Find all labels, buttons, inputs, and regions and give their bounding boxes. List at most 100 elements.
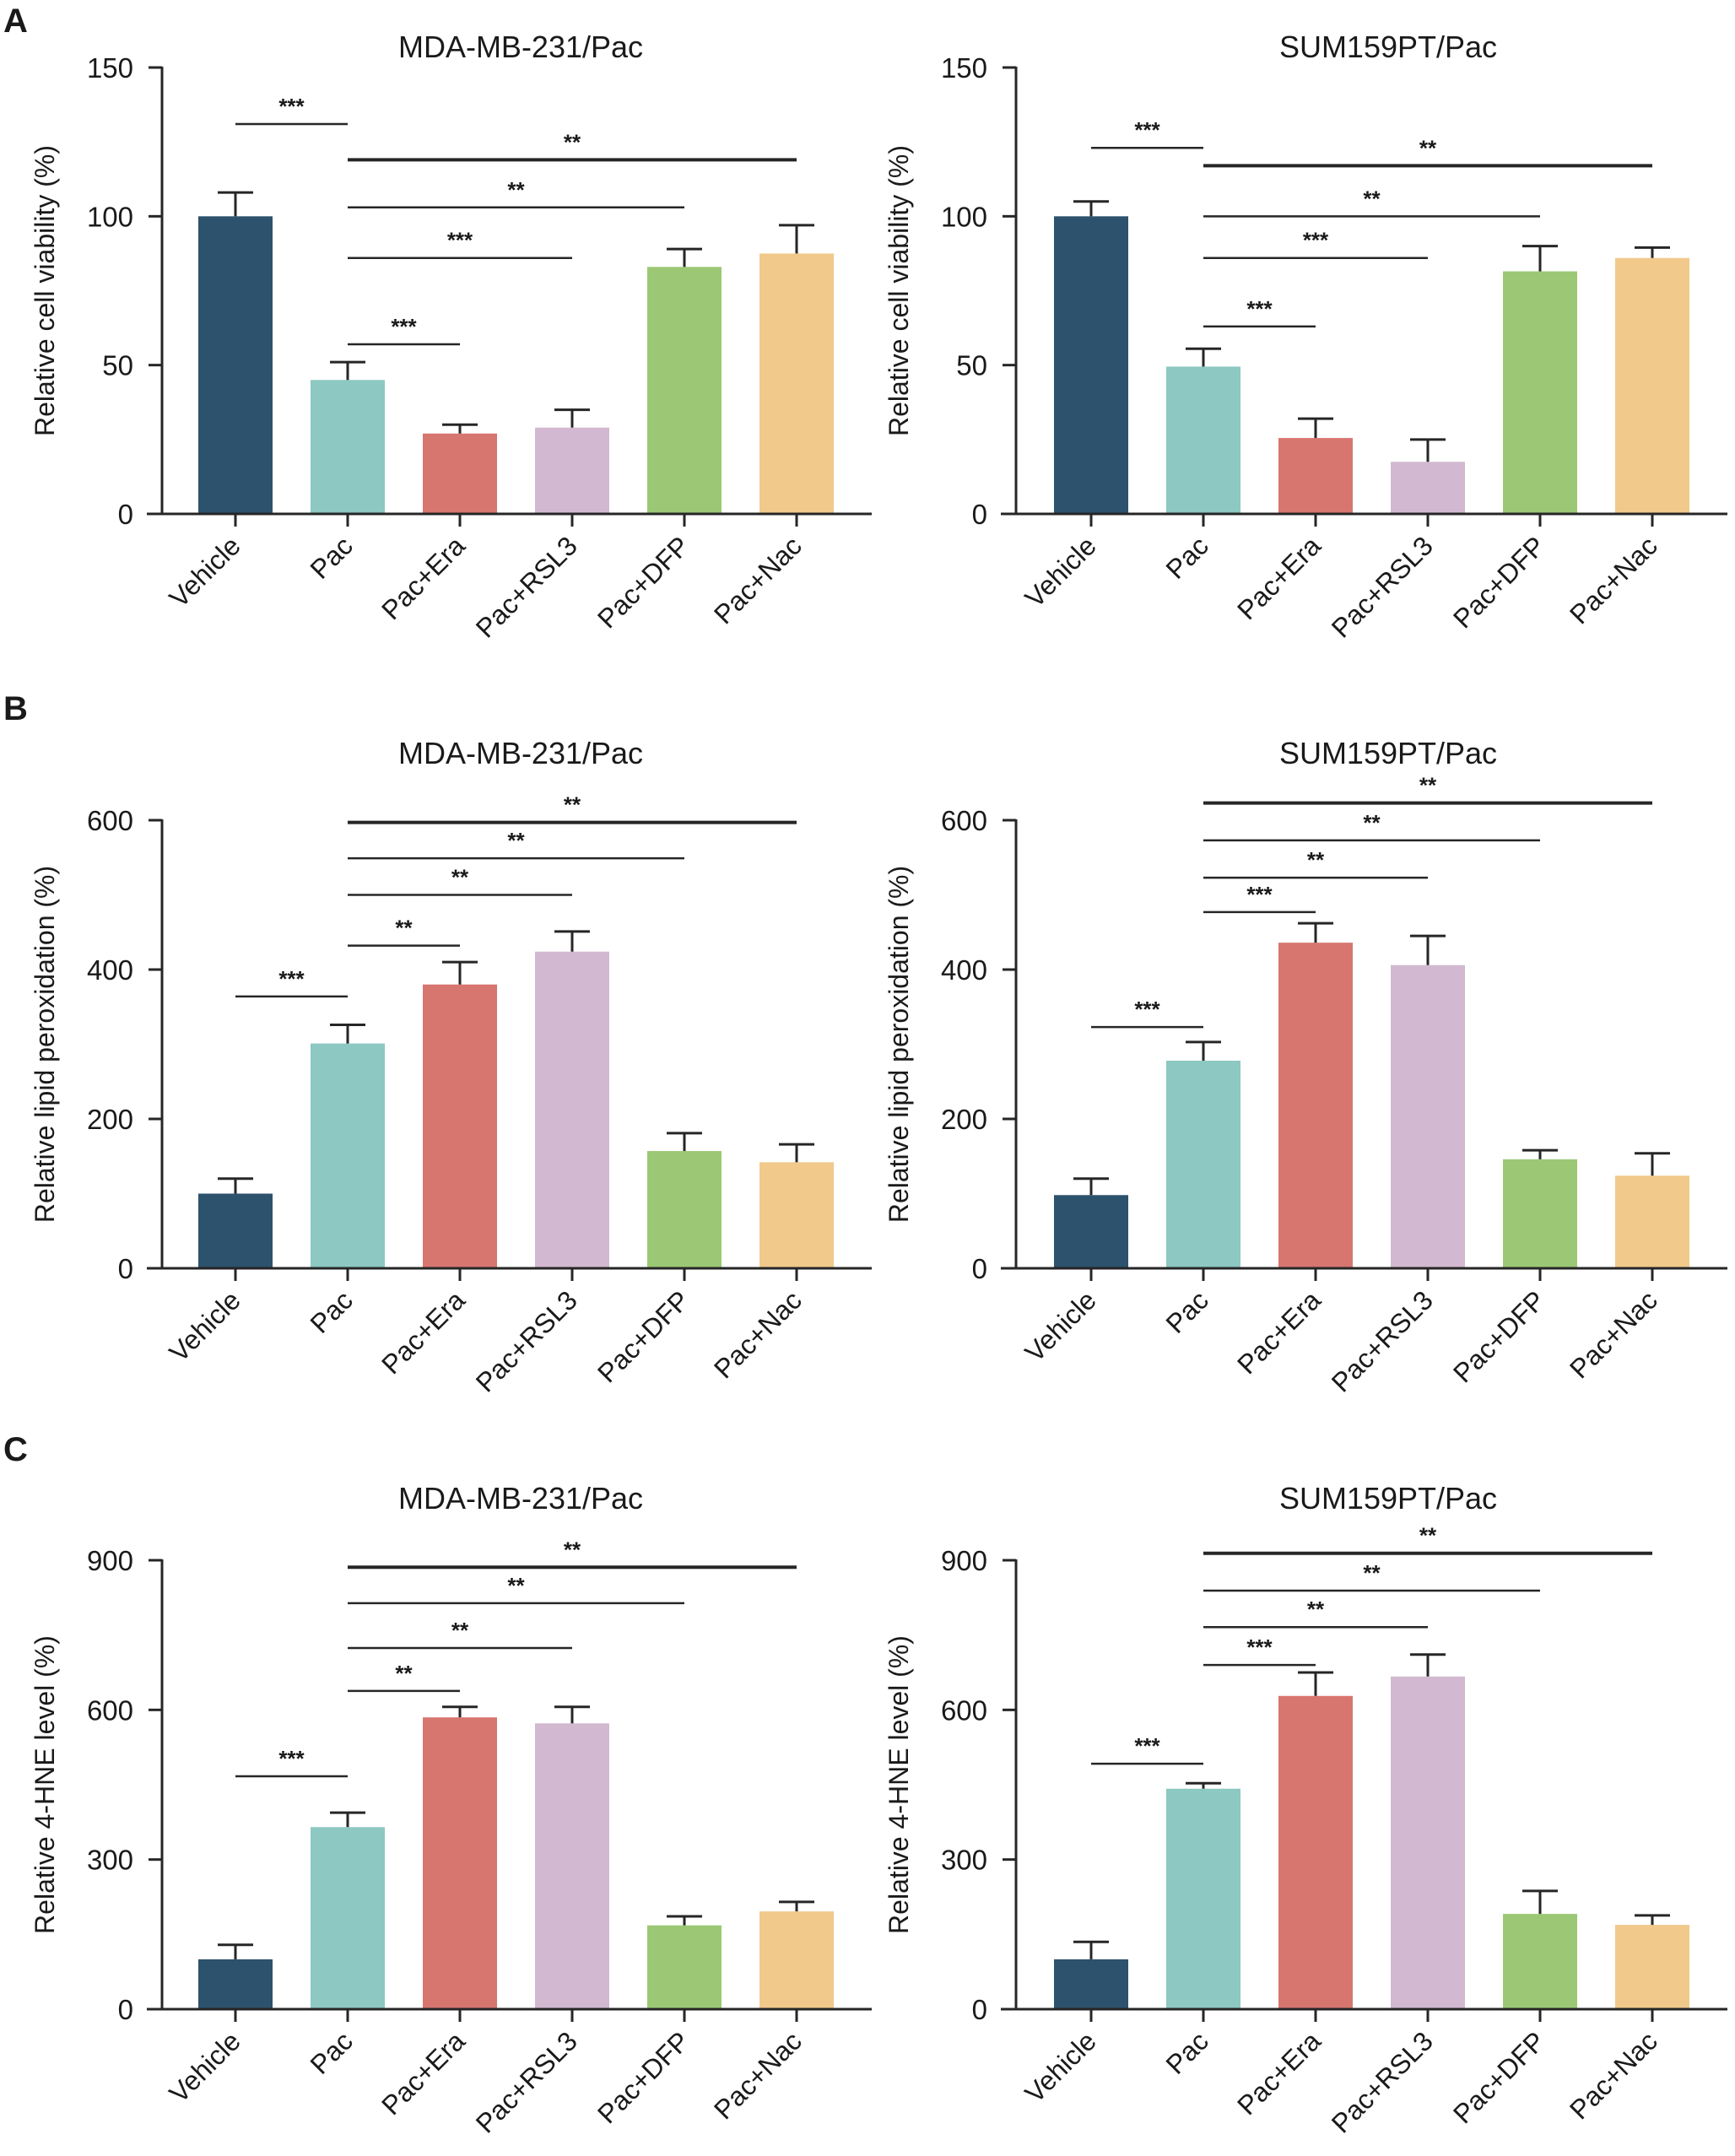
significance-label: ** bbox=[564, 1537, 581, 1562]
y-axis-label: Relative cell viability (%) bbox=[884, 145, 914, 436]
significance-label: *** bbox=[1134, 997, 1160, 1022]
chart-title: MDA-MB-231/Pac bbox=[398, 736, 643, 770]
significance-label: *** bbox=[1303, 228, 1329, 253]
significance-label: *** bbox=[391, 314, 417, 339]
y-tick-label: 150 bbox=[87, 52, 133, 84]
bar-pac-dfp bbox=[1503, 1159, 1577, 1268]
bar-vehicle bbox=[1054, 216, 1128, 514]
y-tick-label: 100 bbox=[941, 201, 987, 232]
y-tick-label: 50 bbox=[956, 350, 987, 381]
bar-pac-dfp bbox=[1503, 271, 1577, 514]
chart-title: SUM159PT/Pac bbox=[1279, 1481, 1497, 1516]
significance-label: ** bbox=[1307, 1597, 1325, 1622]
bar-pac-rsl3 bbox=[535, 1723, 609, 2009]
bar-vehicle bbox=[198, 216, 273, 514]
significance-label: ** bbox=[507, 828, 525, 853]
significance-label: ** bbox=[1363, 810, 1381, 835]
panel-letter-b: B bbox=[3, 690, 28, 727]
bar-pac-era bbox=[423, 984, 497, 1268]
y-tick-label: 600 bbox=[87, 805, 133, 836]
y-tick-label: 600 bbox=[941, 805, 987, 836]
bar-pac-nac bbox=[759, 253, 834, 514]
chart-title: MDA-MB-231/Pac bbox=[398, 1481, 643, 1516]
bar-pac-dfp bbox=[647, 267, 722, 514]
bar-pac-dfp bbox=[1503, 1914, 1577, 2009]
bar-pac-rsl3 bbox=[535, 951, 609, 1268]
y-tick-label: 0 bbox=[118, 1994, 133, 2025]
bar-vehicle bbox=[198, 1959, 273, 2009]
bar-vehicle bbox=[1054, 1959, 1128, 2009]
significance-label: *** bbox=[1246, 1635, 1273, 1660]
significance-label: ** bbox=[507, 177, 525, 203]
bar-pac-rsl3 bbox=[1391, 1676, 1465, 2009]
significance-label: ** bbox=[451, 865, 469, 890]
chart-title: MDA-MB-231/Pac bbox=[398, 30, 643, 64]
bar-pac bbox=[311, 380, 385, 514]
bar-pac bbox=[311, 1827, 385, 2009]
significance-label: ** bbox=[451, 1618, 469, 1643]
y-tick-label: 0 bbox=[972, 499, 987, 530]
bar-pac-nac bbox=[759, 1162, 834, 1268]
y-tick-label: 200 bbox=[941, 1104, 987, 1135]
bar-vehicle bbox=[198, 1193, 273, 1268]
bar-pac-era bbox=[1278, 438, 1353, 514]
significance-label: *** bbox=[447, 228, 473, 253]
significance-label: ** bbox=[395, 916, 413, 941]
bar-pac-nac bbox=[759, 1911, 834, 2009]
y-tick-label: 900 bbox=[941, 1545, 987, 1576]
significance-label: ** bbox=[1363, 186, 1381, 211]
bar-pac-nac bbox=[1615, 1925, 1689, 2009]
y-tick-label: 50 bbox=[102, 350, 133, 381]
y-tick-label: 0 bbox=[972, 1994, 987, 2025]
bar-pac-era bbox=[1278, 1695, 1353, 2009]
bar-pac bbox=[1166, 366, 1240, 514]
significance-label: ** bbox=[1419, 773, 1437, 798]
bar-pac-rsl3 bbox=[1391, 462, 1465, 514]
y-axis-label: Relative lipid peroxidation (%) bbox=[884, 866, 914, 1223]
chart-title: SUM159PT/Pac bbox=[1279, 30, 1497, 64]
significance-label: ** bbox=[507, 1573, 525, 1598]
y-tick-label: 900 bbox=[87, 1545, 133, 1576]
bar-pac-rsl3 bbox=[535, 427, 609, 514]
y-tick-label: 100 bbox=[87, 201, 133, 232]
significance-label: ** bbox=[564, 129, 581, 154]
bar-pac-nac bbox=[1615, 257, 1689, 514]
y-axis-label: Relative 4-HNE level (%) bbox=[30, 1635, 60, 1934]
y-tick-label: 300 bbox=[941, 1845, 987, 1876]
chart-title: SUM159PT/Pac bbox=[1279, 736, 1497, 770]
bar-pac bbox=[1166, 1060, 1240, 1268]
significance-label: ** bbox=[1363, 1560, 1381, 1586]
y-axis-label: Relative cell viability (%) bbox=[30, 145, 60, 436]
y-tick-label: 200 bbox=[87, 1104, 133, 1135]
bar-pac-era bbox=[423, 1717, 497, 2009]
significance-label: *** bbox=[1134, 117, 1160, 143]
bar-pac-nac bbox=[1615, 1175, 1689, 1268]
significance-label: *** bbox=[278, 1746, 305, 1771]
significance-label: ** bbox=[395, 1661, 413, 1686]
panel-letter-a: A bbox=[3, 3, 28, 40]
y-tick-label: 600 bbox=[941, 1694, 987, 1726]
bar-pac-era bbox=[423, 433, 497, 514]
significance-label: ** bbox=[1419, 1523, 1437, 1548]
y-tick-label: 0 bbox=[118, 1253, 133, 1284]
y-tick-label: 0 bbox=[118, 499, 133, 530]
significance-label: ** bbox=[1307, 847, 1325, 873]
panel-letter-c: C bbox=[3, 1431, 28, 1468]
significance-label: *** bbox=[1246, 882, 1273, 907]
y-tick-label: 400 bbox=[87, 954, 133, 986]
significance-label: *** bbox=[1134, 1733, 1160, 1759]
y-axis-label: Relative 4-HNE level (%) bbox=[884, 1635, 914, 1934]
y-tick-label: 400 bbox=[941, 954, 987, 986]
y-tick-label: 0 bbox=[972, 1253, 987, 1284]
significance-label: *** bbox=[1246, 296, 1273, 322]
significance-label: ** bbox=[1419, 135, 1437, 160]
bar-vehicle bbox=[1054, 1195, 1128, 1268]
y-axis-label: Relative lipid peroxidation (%) bbox=[30, 866, 60, 1223]
significance-label: *** bbox=[278, 966, 305, 992]
y-tick-label: 150 bbox=[941, 52, 987, 84]
bar-pac bbox=[1166, 1788, 1240, 2009]
bar-pac bbox=[311, 1043, 385, 1268]
y-tick-label: 300 bbox=[87, 1845, 133, 1876]
bar-pac-era bbox=[1278, 943, 1353, 1268]
